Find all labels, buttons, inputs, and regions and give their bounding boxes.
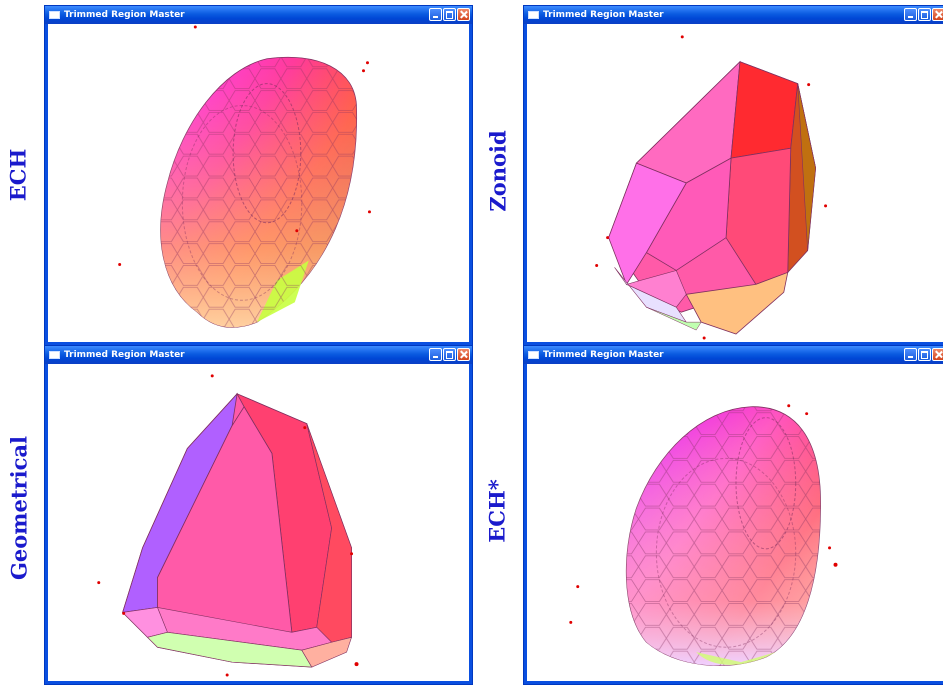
close-button[interactable]: [932, 8, 943, 21]
window-title: Trimmed Region Master: [64, 350, 185, 360]
window-app-icon: [49, 351, 60, 359]
window-app-icon: [528, 351, 539, 359]
zonoid-region-render: [595, 35, 828, 340]
window-title: Trimmed Region Master: [543, 10, 664, 20]
minimize-button[interactable]: [904, 348, 917, 361]
ech-label: ECH: [5, 148, 31, 202]
close-button[interactable]: [457, 8, 470, 21]
zonoid-label: Zonoid: [485, 130, 511, 212]
close-button[interactable]: [932, 348, 943, 361]
titlebar[interactable]: Trimmed Region Master: [45, 346, 472, 364]
ech-star-region-render: [569, 404, 838, 666]
close-button[interactable]: [457, 348, 470, 361]
data-points: [97, 374, 359, 677]
render-viewport[interactable]: [48, 24, 469, 342]
maximize-button[interactable]: [918, 8, 931, 21]
window-app-icon: [528, 11, 539, 19]
render-viewport[interactable]: [527, 24, 943, 342]
geometrical-label: Geometrical: [6, 436, 32, 580]
render-viewport[interactable]: [48, 364, 469, 681]
window-geometrical: Trimmed Region Master: [44, 345, 473, 685]
titlebar[interactable]: Trimmed Region Master: [524, 6, 943, 24]
titlebar[interactable]: Trimmed Region Master: [45, 6, 472, 24]
data-points: [118, 25, 371, 266]
titlebar[interactable]: Trimmed Region Master: [524, 346, 943, 364]
minimize-button[interactable]: [429, 8, 442, 21]
geometrical-region-render: [97, 374, 359, 677]
window-title: Trimmed Region Master: [64, 10, 185, 20]
maximize-button[interactable]: [443, 348, 456, 361]
minimize-button[interactable]: [429, 348, 442, 361]
window-ech: Trimmed Region Master: [44, 5, 473, 346]
minimize-button[interactable]: [904, 8, 917, 21]
ech-star-label: ECH*: [484, 479, 510, 543]
maximize-button[interactable]: [918, 348, 931, 361]
window-ech-star: Trimmed Region Master: [523, 345, 943, 685]
data-points: [595, 35, 828, 340]
window-app-icon: [49, 11, 60, 19]
data-points: [569, 404, 838, 624]
maximize-button[interactable]: [443, 8, 456, 21]
ech-region-render: [118, 25, 371, 328]
render-viewport[interactable]: [527, 364, 943, 681]
window-title: Trimmed Region Master: [543, 350, 664, 360]
window-zonoid: Trimmed Region Master: [523, 5, 943, 346]
